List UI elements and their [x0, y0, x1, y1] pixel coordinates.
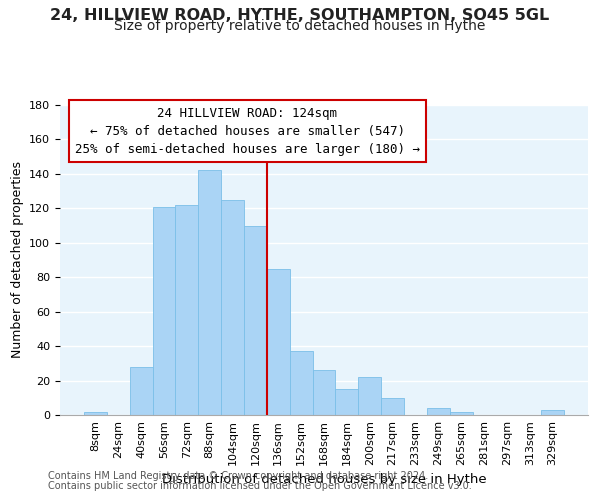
Bar	[244, 226, 267, 415]
Bar	[290, 352, 313, 415]
Bar	[335, 389, 358, 415]
Bar	[221, 200, 244, 415]
Bar	[267, 268, 290, 415]
Text: Contains HM Land Registry data © Crown copyright and database right 2024.: Contains HM Land Registry data © Crown c…	[48, 471, 428, 481]
Text: 24 HILLVIEW ROAD: 124sqm
← 75% of detached houses are smaller (547)
25% of semi-: 24 HILLVIEW ROAD: 124sqm ← 75% of detach…	[75, 106, 420, 156]
Bar	[541, 410, 564, 415]
X-axis label: Distribution of detached houses by size in Hythe: Distribution of detached houses by size …	[161, 474, 487, 486]
Bar	[450, 412, 473, 415]
Bar	[381, 398, 404, 415]
Bar	[198, 170, 221, 415]
Text: Size of property relative to detached houses in Hythe: Size of property relative to detached ho…	[115, 19, 485, 33]
Bar	[84, 412, 107, 415]
Bar	[358, 377, 381, 415]
Bar	[175, 205, 198, 415]
Text: Contains public sector information licensed under the Open Government Licence v3: Contains public sector information licen…	[48, 481, 472, 491]
Text: 24, HILLVIEW ROAD, HYTHE, SOUTHAMPTON, SO45 5GL: 24, HILLVIEW ROAD, HYTHE, SOUTHAMPTON, S…	[50, 8, 550, 22]
Bar	[313, 370, 335, 415]
Bar	[130, 367, 152, 415]
Y-axis label: Number of detached properties: Number of detached properties	[11, 162, 23, 358]
Bar	[427, 408, 450, 415]
Bar	[152, 206, 175, 415]
